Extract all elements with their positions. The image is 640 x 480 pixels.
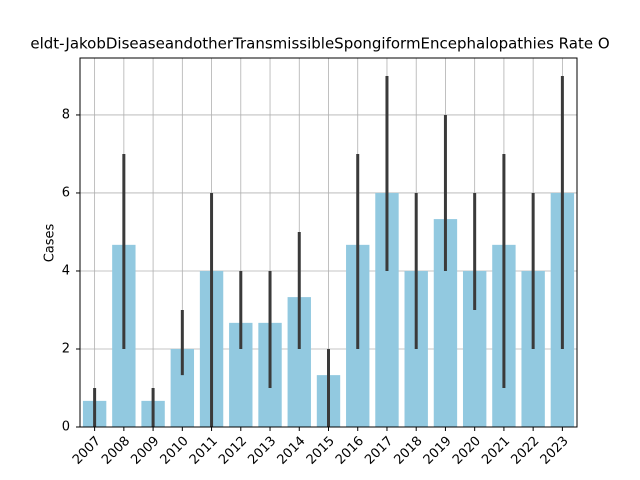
x-tick-label: 2015	[304, 434, 338, 468]
x-tick-label: 2017	[362, 434, 396, 468]
x-tick-label: 2010	[158, 434, 192, 468]
x-tick-label: 2008	[99, 434, 133, 468]
chart-title: eldt-JakobDiseaseandotherTransmissibleSp…	[30, 35, 609, 53]
x-tick-label: 2018	[392, 434, 426, 468]
plot-frame	[79, 57, 578, 428]
y-tick-label: 2	[62, 341, 70, 356]
x-tick-label: 2012	[216, 434, 250, 468]
bar	[433, 219, 458, 427]
x-tick-label: 2011	[187, 434, 221, 468]
x-tick-label: 2020	[450, 434, 484, 468]
x-tick-label: 2021	[479, 434, 513, 468]
x-tick-label: 2022	[508, 434, 542, 468]
bar	[462, 270, 487, 427]
bar	[170, 348, 195, 427]
x-tick-label: 2009	[128, 434, 162, 468]
y-axis-label: Cases	[43, 223, 58, 262]
x-tick-label: 2016	[333, 434, 367, 468]
x-tick-label: 2013	[245, 434, 279, 468]
bar	[229, 322, 253, 427]
y-tick-label: 4	[62, 263, 70, 278]
y-tick-label: 0	[62, 420, 70, 435]
x-tick-label: 2007	[70, 434, 104, 468]
bar	[287, 297, 311, 427]
bar	[375, 192, 399, 427]
x-tick-label: 2014	[275, 434, 309, 468]
x-tick-label: 2019	[421, 434, 455, 468]
y-tick-label: 6	[62, 185, 70, 200]
x-tick-label: 2023	[538, 434, 572, 468]
y-tick-label: 8	[62, 107, 70, 122]
